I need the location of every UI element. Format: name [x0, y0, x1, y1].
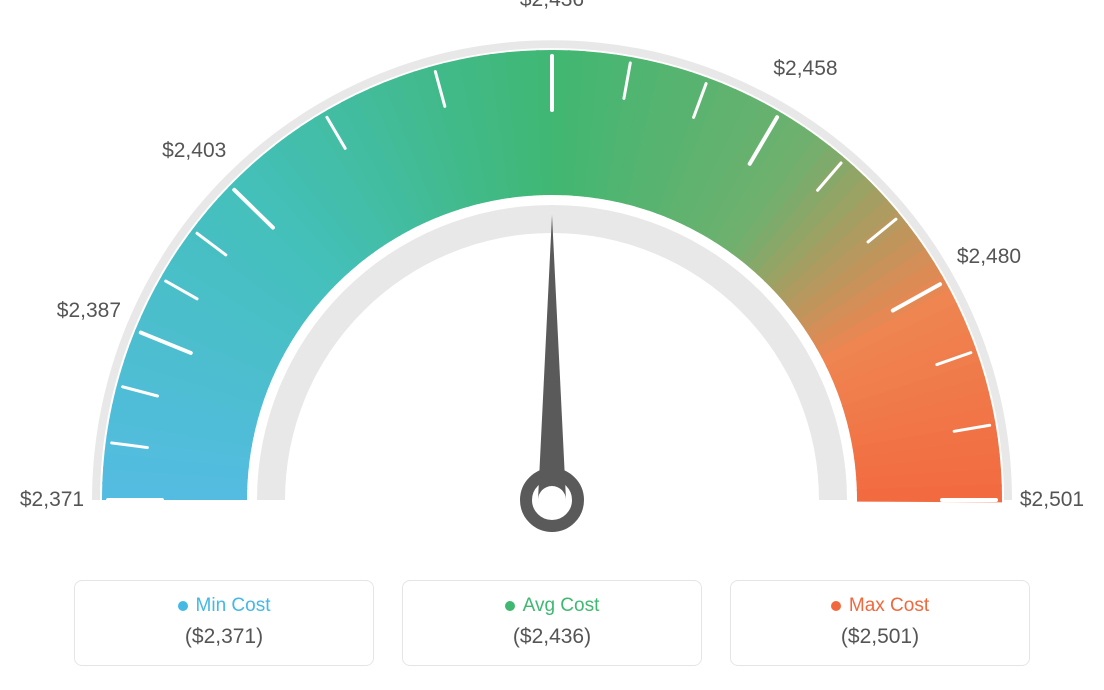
gauge-chart-container: $2,371 $2,387 $2,403 $2,436 $2,458 $2,480 $2,5… — [0, 0, 1104, 690]
legend-value-min: ($2,371) — [185, 625, 263, 649]
gauge-tick-label: $2,480 — [957, 245, 1021, 269]
legend-label-avg: Avg Cost — [523, 595, 600, 617]
legend-card-avg: Avg Cost ($2,436) — [402, 580, 702, 666]
gauge-tick-label: $2,403 — [162, 139, 226, 163]
legend-label-min: Min Cost — [196, 595, 271, 617]
legend-dot-min — [178, 601, 188, 611]
legend-label-max: Max Cost — [849, 595, 929, 617]
gauge: $2,371 $2,387 $2,403 $2,436 $2,458 $2,480 $2,5… — [0, 0, 1104, 590]
legend-value-max: ($2,501) — [841, 625, 919, 649]
gauge-tick-label: $2,387 — [57, 299, 121, 323]
legend-row: Min Cost ($2,371) Avg Cost ($2,436) Max … — [0, 580, 1104, 666]
gauge-tick-label: $2,371 — [20, 488, 84, 512]
legend-card-max: Max Cost ($2,501) — [730, 580, 1030, 666]
gauge-tick-label: $2,501 — [1020, 488, 1084, 512]
legend-card-min: Min Cost ($2,371) — [74, 580, 374, 666]
gauge-tick-label: $2,436 — [520, 0, 584, 12]
legend-value-avg: ($2,436) — [513, 625, 591, 649]
legend-dot-avg — [505, 601, 515, 611]
legend-dot-max — [831, 601, 841, 611]
gauge-tick-label: $2,458 — [773, 57, 837, 81]
